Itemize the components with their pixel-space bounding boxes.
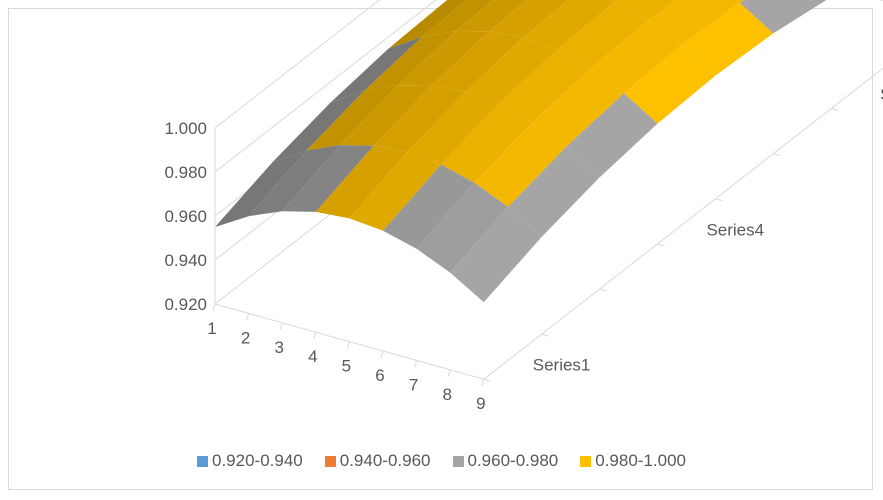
surface-cell (523, 0, 615, 51)
surface-cell (623, 45, 716, 124)
surface-cell (508, 147, 600, 237)
legend-item-3: 0.960-0.980 (452, 451, 559, 471)
surface-cell (450, 206, 542, 303)
surface-cell (498, 50, 591, 123)
x-tick (414, 360, 418, 368)
surface-cell (681, 2, 774, 76)
series-tick (715, 198, 723, 202)
surface-cell (431, 31, 524, 92)
surface-cell (330, 36, 423, 103)
x-tick-label: 7 (409, 375, 418, 394)
surface-cell (614, 0, 677, 21)
x-tick-label: 8 (442, 385, 451, 404)
legend-swatch-2 (324, 455, 336, 467)
x-tick-label: 4 (308, 347, 317, 366)
surface-cell (532, 68, 624, 147)
series-label: Series4 (706, 220, 764, 239)
surface-cell (349, 152, 441, 231)
surface-cell (455, 0, 528, 32)
surface-plot (215, 0, 827, 303)
surface-cell (465, 37, 557, 105)
z-tick-label: 0.960 (164, 207, 207, 226)
legend-swatch-4 (580, 455, 592, 467)
legend-label-2: 0.940-0.960 (339, 451, 431, 470)
x-tick (212, 303, 216, 312)
x-tick-label: 2 (241, 328, 250, 347)
x-tick-label: 9 (476, 394, 485, 413)
surface-cell (315, 145, 408, 219)
surface-cell (383, 164, 475, 249)
surface-cell (739, 0, 827, 34)
x-tick-label: 6 (375, 366, 384, 385)
surface-cell (416, 182, 509, 273)
legend: 0.920-0.940 0.940-0.960 0.960-0.980 0.98… (0, 448, 883, 474)
surface-cell (340, 85, 432, 146)
surface-cell (248, 145, 341, 217)
z-tick-label: 1.000 (164, 119, 207, 138)
surface-cell (735, 0, 745, 3)
legend-item-1: 0.920-0.940 (197, 451, 303, 471)
series-label: Series7 (880, 85, 883, 104)
legend-item-2: 0.940-0.960 (324, 451, 431, 471)
axes: 0.920 0.940 0.960 0.980 1.000 1 2 3 4 5 6 7 8 9 Series… (164, 67, 883, 413)
x-tick-label: 1 (207, 319, 216, 338)
legend-label-3: 0.960-0.980 (467, 451, 559, 470)
series-tick (657, 243, 665, 247)
surface-cell (489, 0, 569, 38)
legend-swatch-3 (452, 455, 464, 467)
gridline-3 (214, 0, 437, 173)
surface-cell (556, 2, 649, 69)
x-tick (481, 379, 485, 387)
series-tick (773, 153, 781, 157)
surface-cell (566, 93, 658, 178)
surface-cell (407, 91, 499, 165)
x-tick (380, 350, 384, 359)
legend-swatch-1 (197, 455, 208, 467)
legend-item-4: 0.980-1.000 (580, 451, 686, 471)
x-tick-label: 3 (274, 338, 283, 357)
series-tick (483, 378, 491, 382)
surface-cell (364, 31, 456, 91)
surface-cell (398, 31, 490, 86)
series-tick (599, 288, 607, 292)
surface-cell (388, 0, 467, 49)
series-tick (831, 108, 839, 112)
legend-label-4: 0.980-1.000 (595, 451, 686, 470)
surface-cell (373, 85, 466, 153)
surface-cell (440, 104, 533, 183)
z-tick-label: 0.940 (164, 251, 207, 270)
x-tick (246, 313, 250, 321)
surface-cell (474, 122, 566, 207)
legend-label-1: 0.920-0.940 (212, 451, 303, 470)
z-tick-label: 0.980 (164, 163, 207, 182)
surface-cell (306, 85, 398, 151)
x-tick (447, 369, 451, 377)
surface-cell (215, 150, 307, 227)
series-tick (541, 333, 549, 337)
x-tick-label: 5 (342, 357, 351, 376)
x-tick (313, 332, 317, 340)
surface-cell (272, 90, 365, 162)
surface-cell (422, 0, 494, 37)
x-tick (346, 341, 350, 349)
x-tick (279, 322, 283, 330)
surface-cell (648, 0, 740, 45)
surface-cell (590, 20, 682, 94)
surface-cell (282, 145, 374, 212)
series-label: Series1 (533, 356, 591, 375)
gridline-4 (214, 0, 381, 129)
surface-cell (609, 0, 618, 2)
z-tick-label: 0.920 (164, 295, 207, 314)
